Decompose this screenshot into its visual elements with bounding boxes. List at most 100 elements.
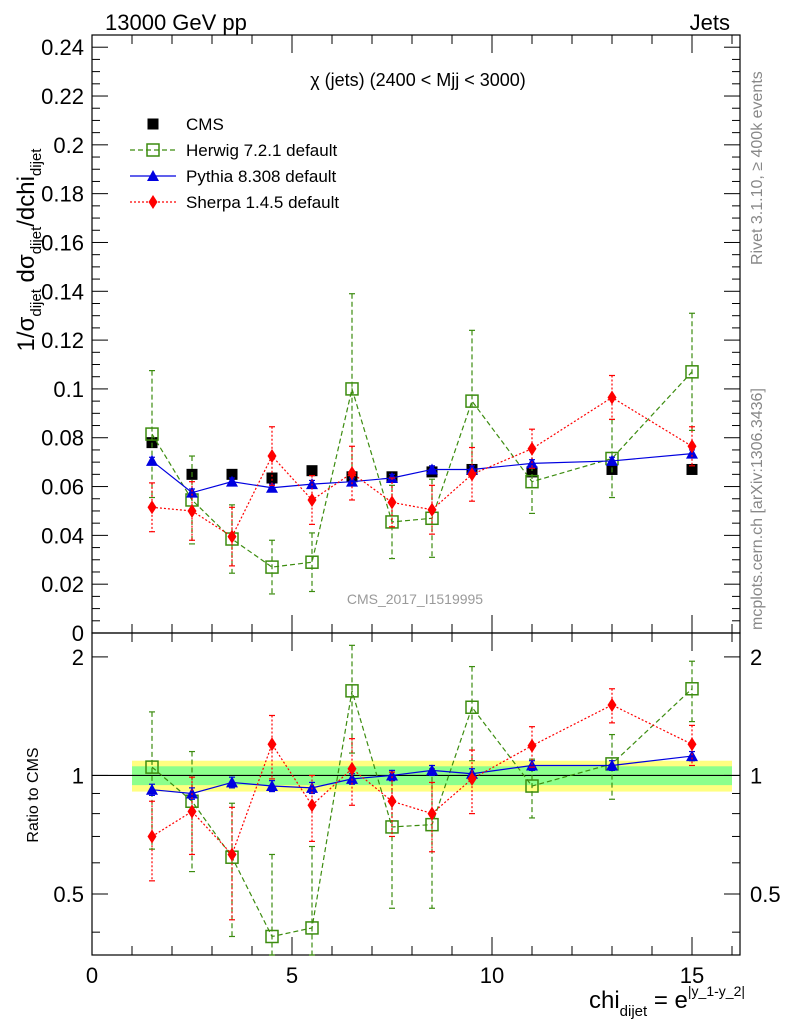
legend-herwig-label: Herwig 7.2.1 default bbox=[186, 141, 337, 160]
main-sherpa-point bbox=[387, 495, 397, 510]
ratio-herwig-point bbox=[525, 779, 539, 793]
main-cms-point bbox=[226, 468, 238, 480]
x-tick-label: 0 bbox=[86, 963, 98, 988]
main-sherpa-point bbox=[267, 449, 277, 464]
main-sherpa-point bbox=[687, 439, 697, 454]
ratio-pythia-point bbox=[306, 781, 318, 793]
legend-pythia-label: Pythia 8.308 default bbox=[186, 167, 337, 186]
main-y-tick-label: 0.08 bbox=[41, 426, 84, 451]
main-herwig-point bbox=[465, 394, 479, 408]
ratio-sherpa-point bbox=[187, 804, 197, 819]
ratio-pythia-point bbox=[186, 787, 198, 799]
ratio-axis-label: Ratio to CMS bbox=[25, 747, 42, 842]
ratio-sherpa-point bbox=[687, 737, 697, 752]
analysis-id: CMS_2017_I1519995 bbox=[347, 591, 483, 607]
ratio-herwig-point bbox=[685, 682, 699, 696]
ratio-herwig-point bbox=[265, 929, 279, 944]
main-y-tick-label: 0.18 bbox=[41, 182, 84, 207]
ratio-y-tick-label-right: 1 bbox=[750, 763, 762, 788]
main-sherpa-point bbox=[187, 503, 197, 518]
main-y-tick-label: 0.2 bbox=[53, 133, 84, 158]
ratio-panel: 0.5 0.5 1 1 2 2 0 5 10 15 bbox=[53, 632, 781, 988]
ratio-herwig-point bbox=[465, 700, 479, 714]
main-y-tick-label: 0.1 bbox=[53, 377, 84, 402]
main-y-tick-label: 0.06 bbox=[41, 475, 84, 500]
ratio-frame bbox=[91, 632, 741, 956]
main-sherpa-point bbox=[147, 500, 157, 515]
ratio-herwig-point bbox=[305, 921, 319, 935]
main-y-tick-label: 0.12 bbox=[41, 328, 84, 353]
main-panel: 0 0.02 0.04 0.06 0.08 0.1 0.12 0.14 0.16 0.18 0.2 0… bbox=[41, 34, 741, 646]
ratio-pythia-point bbox=[386, 769, 398, 781]
main-y-tick-label: 0.22 bbox=[41, 84, 84, 109]
ratio-y-tick-label-right: 0.5 bbox=[750, 882, 781, 907]
ratio-pythia-point bbox=[146, 783, 158, 795]
ratio-pythia-point bbox=[426, 764, 438, 776]
x-tick-label: 15 bbox=[680, 963, 704, 988]
mcplots-label: mcplots.cern.ch [arXiv:1306.3436] bbox=[749, 388, 766, 630]
ratio-pythia-point bbox=[686, 750, 698, 762]
main-pythia-line bbox=[151, 453, 693, 494]
ratio-sherpa-point bbox=[227, 847, 237, 862]
main-herwig-point bbox=[145, 427, 159, 441]
ratio-pythia-point bbox=[526, 759, 538, 771]
energy-label: 13000 GeV pp bbox=[105, 10, 247, 35]
main-y-tick-label: 0.04 bbox=[41, 523, 84, 548]
ratio-x-ticks: 0 5 10 15 bbox=[86, 633, 733, 988]
ratio-pythia-point bbox=[266, 780, 278, 792]
x-axis-label: chidijet = e|y_1-y_2| bbox=[589, 983, 745, 1020]
main-herwig-point bbox=[265, 560, 279, 574]
main-y-ticks: 0 0.02 0.04 0.06 0.08 0.1 0.12 0.14 0.16 0.18 0.2 0… bbox=[41, 34, 740, 646]
ratio-herwig-line bbox=[151, 688, 693, 938]
legend-cms-marker bbox=[147, 118, 159, 130]
legend-sherpa-marker bbox=[148, 195, 158, 209]
main-pythia-point bbox=[606, 454, 618, 466]
main-sherpa-point bbox=[347, 466, 357, 481]
ratio-sherpa-point bbox=[527, 738, 537, 753]
ratio-pythia-point bbox=[226, 776, 238, 788]
main-cms-point bbox=[526, 466, 538, 478]
ratio-sherpa-point bbox=[147, 829, 157, 844]
y-axis-label: 1/σdijet dσdijet/dchidijet bbox=[13, 148, 45, 352]
main-sherpa-point bbox=[527, 441, 537, 456]
main-x-ticks bbox=[91, 35, 733, 633]
main-pythia-point bbox=[146, 454, 158, 466]
ratio-sherpa-point bbox=[607, 697, 617, 712]
main-cms-point bbox=[306, 465, 318, 477]
main-pythia-point bbox=[186, 486, 198, 498]
ratio-y-tick-label: 2 bbox=[72, 645, 84, 670]
main-y-tick-label: 0.14 bbox=[41, 279, 84, 304]
main-y-tick-label: 0.24 bbox=[41, 35, 84, 60]
ratio-pythia-line bbox=[151, 755, 693, 795]
process-label: Jets bbox=[690, 10, 730, 35]
ratio-y-tick-label: 1 bbox=[72, 763, 84, 788]
ratio-sherpa-point bbox=[427, 806, 437, 821]
legend-herwig-marker bbox=[146, 143, 160, 157]
main-herwig-point bbox=[685, 365, 699, 379]
legend-sherpa-label: Sherpa 1.4.5 default bbox=[186, 193, 339, 212]
main-herwig-point bbox=[525, 474, 539, 489]
legend: CMS Herwig 7.2.1 default Pythia 8.308 defa… bbox=[130, 115, 339, 212]
ratio-sherpa-point bbox=[307, 798, 317, 813]
ratio-y-tick-label-right: 2 bbox=[750, 645, 762, 670]
main-pythia-point bbox=[266, 481, 278, 493]
ratio-sherpa-point bbox=[347, 761, 357, 776]
main-cms-point bbox=[686, 463, 698, 475]
main-y-tick-label: 0.16 bbox=[41, 230, 84, 255]
rivet-version-label: Rivet 3.1.10, ≥ 400k events bbox=[749, 71, 766, 265]
main-pythia-point bbox=[226, 475, 238, 487]
main-series bbox=[145, 293, 699, 595]
ratio-series bbox=[145, 644, 699, 956]
legend-pythia-marker bbox=[147, 170, 159, 181]
ratio-herwig-point bbox=[345, 684, 359, 698]
x-tick-label: 5 bbox=[286, 963, 298, 988]
ratio-y-tick-label: 0.5 bbox=[53, 882, 84, 907]
main-pythia-point bbox=[346, 475, 358, 487]
ratio-herwig-point bbox=[145, 760, 159, 774]
main-sherpa-point bbox=[307, 492, 317, 507]
main-herwig-point bbox=[345, 382, 359, 396]
plot-title: χ (jets) (2400 < Mjj < 3000) bbox=[310, 70, 526, 90]
main-sherpa-point bbox=[467, 467, 477, 482]
main-sherpa-line bbox=[151, 396, 693, 538]
